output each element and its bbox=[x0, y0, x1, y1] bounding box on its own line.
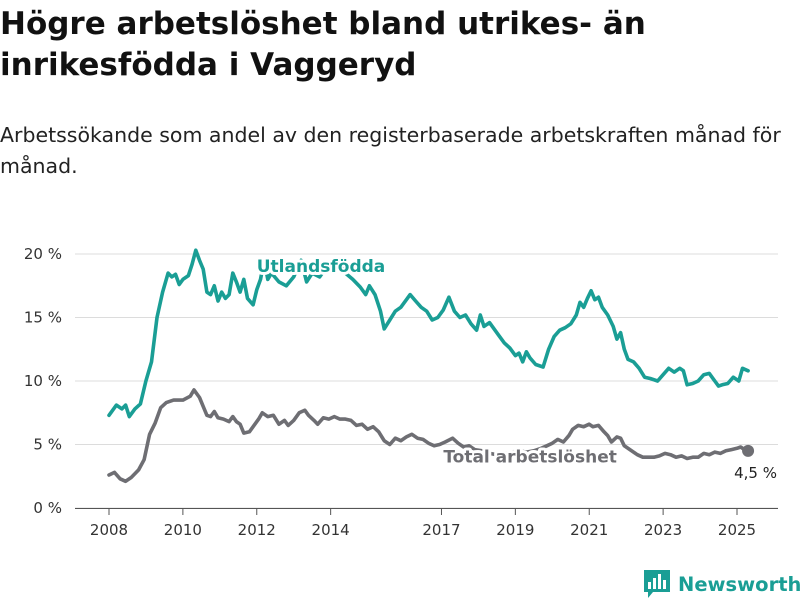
x-tick-label: 2014 bbox=[312, 521, 350, 539]
series-layer bbox=[107, 248, 750, 484]
y-tick-label: 5 % bbox=[33, 436, 62, 454]
y-tick-label: 10 % bbox=[24, 372, 62, 390]
x-tick-label: 2010 bbox=[164, 521, 202, 539]
y-tick-label: 15 % bbox=[24, 309, 62, 327]
label-layer: Utlandsfödda Total arbetslöshet 4,5 % bbox=[254, 254, 777, 482]
end-point-marker bbox=[742, 444, 755, 457]
series-line-utlandsfodda bbox=[107, 248, 750, 419]
x-tick-label: 2012 bbox=[238, 521, 276, 539]
x-tick-label: 2008 bbox=[90, 521, 128, 539]
series-label-utlandsfodda: Utlandsfödda bbox=[257, 257, 386, 277]
page-subtitle: Arbetssökande som andel av den registerb… bbox=[0, 123, 781, 178]
grid-layer bbox=[75, 253, 778, 509]
series-line-total bbox=[107, 388, 750, 484]
page-title: Högre arbetslöshet bland utrikes- än inr… bbox=[0, 6, 646, 83]
unemployment-line-chart: 0 % 5 % 10 % 15 % 20 % 2008 2010 2012 2014 2017 20… bbox=[24, 245, 778, 539]
x-tick-label: 2025 bbox=[718, 521, 756, 539]
y-tick-label: 20 % bbox=[24, 245, 62, 263]
x-tick-label: 2023 bbox=[644, 521, 682, 539]
x-tick-label: 2021 bbox=[570, 521, 608, 539]
series-label-total: Total arbetslöshet bbox=[443, 447, 617, 467]
x-tick-label: 2019 bbox=[496, 521, 534, 539]
brand-logo: Newsworthy bbox=[644, 570, 800, 598]
y-tick-label: 0 % bbox=[33, 499, 62, 517]
end-point-label: 4,5 % bbox=[734, 464, 777, 482]
x-tick-label: 2017 bbox=[422, 521, 460, 539]
axis-layer: 0 % 5 % 10 % 15 % 20 % 2008 2010 2012 2014 2017 20… bbox=[24, 245, 778, 539]
brand-name: Newsworthy bbox=[678, 572, 800, 596]
newsworthy-logo-icon bbox=[644, 570, 670, 598]
